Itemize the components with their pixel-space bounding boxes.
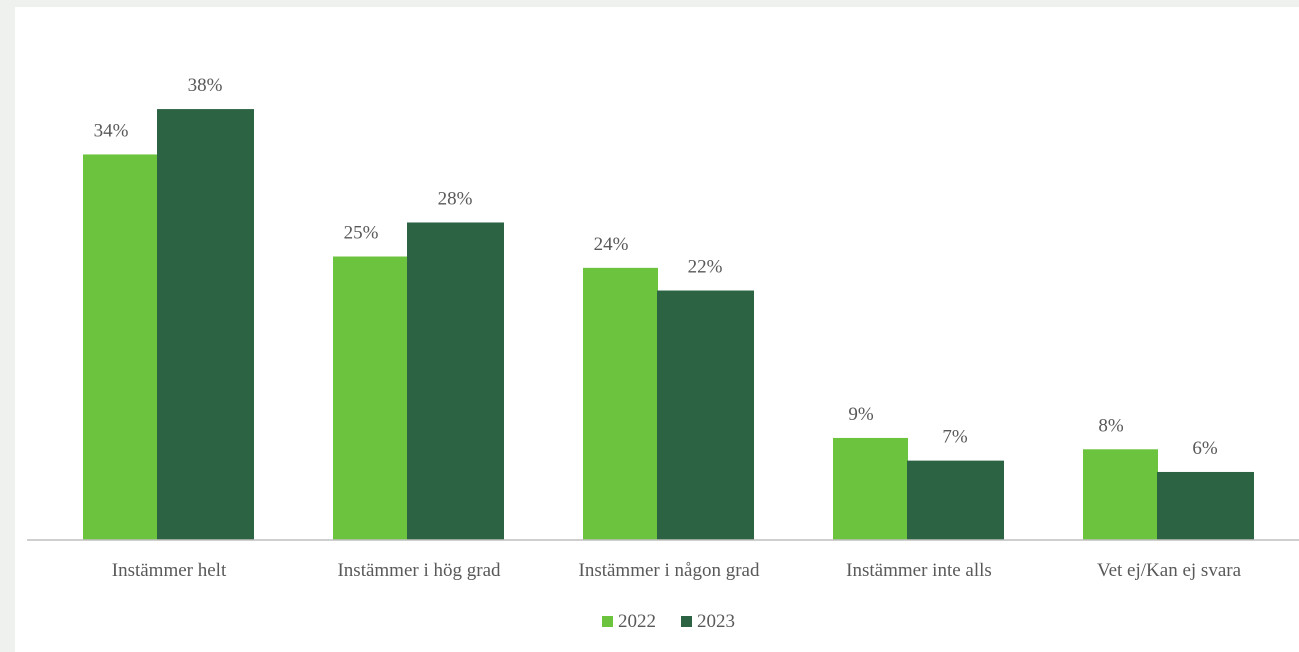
data-labels-layer: 34% 38% 25% 28% 24% 22% 9% 7% 8% 6% — [94, 75, 1218, 459]
data-label-2023-4: 6% — [1192, 438, 1218, 459]
data-label-2022-0: 34% — [94, 120, 129, 141]
x-tick-label-4: Vet ej/Kan ej svara — [1097, 560, 1242, 581]
bar-2023-4 — [1157, 471, 1254, 540]
data-label-2023-0: 38% — [188, 75, 223, 96]
legend-label-2022: 2022 — [618, 611, 656, 632]
data-label-2023-3: 7% — [942, 427, 968, 448]
bars-layer — [83, 109, 1254, 541]
bar-2022-0 — [83, 154, 158, 540]
x-tick-label-0: Instämmer helt — [112, 560, 227, 581]
data-label-2022-1: 25% — [344, 223, 379, 244]
data-label-2022-3: 9% — [848, 404, 874, 425]
bar-2022-3 — [833, 437, 908, 540]
data-label-2022-2: 24% — [594, 234, 629, 255]
legend: 2022 2023 — [602, 611, 735, 632]
x-tick-label-2: Instämmer i någon grad — [579, 560, 760, 581]
data-label-2023-2: 22% — [688, 257, 723, 278]
data-label-2022-4: 8% — [1098, 415, 1124, 436]
bar-2023-2 — [657, 290, 754, 540]
x-tick-label-1: Instämmer i hög grad — [337, 560, 501, 581]
x-tick-labels: Instämmer helt Instämmer i hög grad Instäm… — [112, 560, 1242, 581]
bar-2023-1 — [407, 222, 504, 541]
bar-chart: 34% 38% 25% 28% 24% 22% 9% 7% 8% 6% Instämmer hel… — [27, 75, 1299, 632]
bar-2023-3 — [907, 460, 1004, 540]
data-label-2023-1: 28% — [438, 188, 473, 209]
x-tick-label-3: Instämmer inte alls — [846, 560, 992, 581]
chart-frame: 34% 38% 25% 28% 24% 22% 9% 7% 8% 6% Instämmer hel… — [15, 7, 1299, 652]
bar-2022-1 — [333, 256, 408, 540]
bar-2022-2 — [583, 267, 658, 540]
legend-swatch-2023 — [681, 616, 692, 627]
bar-2023-0 — [157, 109, 254, 540]
legend-label-2023: 2023 — [697, 611, 735, 632]
legend-swatch-2022 — [602, 616, 613, 627]
bar-2022-4 — [1083, 449, 1158, 540]
